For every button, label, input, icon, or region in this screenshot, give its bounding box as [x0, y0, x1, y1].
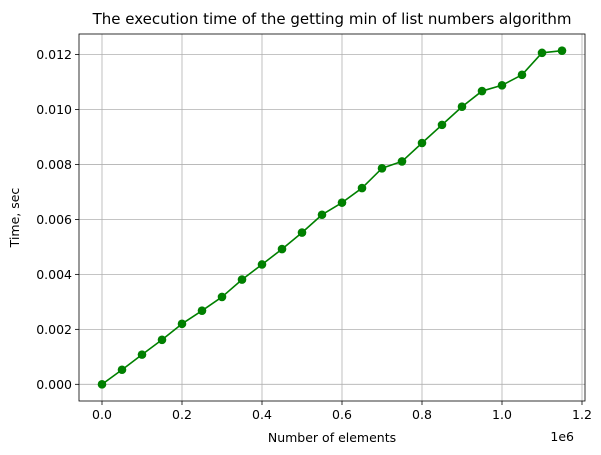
data-point — [377, 163, 387, 173]
data-point — [317, 210, 327, 220]
x-tick-label: 0.0 — [92, 407, 112, 422]
data-point — [397, 157, 407, 166]
data-point — [497, 80, 507, 90]
grid — [79, 34, 585, 401]
data-point — [437, 120, 447, 130]
data-point — [257, 260, 267, 269]
data-point — [337, 198, 347, 207]
data-point — [117, 365, 127, 375]
y-tick-label: 0.010 — [36, 102, 72, 117]
data-point — [277, 244, 287, 254]
chart-title: The execution time of the getting min of… — [92, 10, 572, 28]
data-point — [537, 48, 547, 58]
data-point — [557, 46, 567, 55]
x-tick-label: 0.6 — [332, 407, 352, 422]
y-axis-label: Time, sec — [7, 188, 22, 249]
x-tick-label: 0.8 — [412, 407, 432, 422]
data-point — [217, 292, 227, 302]
x-axis-label: Number of elements — [268, 430, 396, 445]
x-tick-label: 0.2 — [172, 407, 192, 422]
data-point — [357, 183, 367, 193]
y-tick-label: 0.008 — [36, 157, 72, 172]
data-point — [97, 380, 107, 389]
data-point — [137, 350, 147, 359]
data-point — [157, 335, 167, 345]
x-tick-label: 1.0 — [492, 407, 512, 422]
data-point — [477, 86, 487, 96]
x-tick-label: 1.2 — [572, 407, 592, 422]
y-tick-label: 0.004 — [36, 267, 72, 282]
data-point — [197, 306, 207, 315]
x-axis-offset-label: 1e6 — [550, 429, 574, 444]
series-layer — [97, 46, 567, 389]
data-point — [417, 138, 427, 148]
x-tick-label: 0.4 — [252, 407, 272, 422]
y-tick-label: 0.006 — [36, 212, 72, 227]
plot-frame — [78, 33, 586, 402]
axis-ticks: 0.0 0.2 0.4 0.6 0.8 1.0 1.2 0.000 0.002 0.004 0.00… — [36, 47, 592, 422]
y-tick-label: 0.000 — [36, 377, 72, 392]
data-point — [517, 70, 527, 80]
y-tick-label: 0.012 — [36, 47, 72, 62]
y-tick-label: 0.002 — [36, 322, 72, 337]
data-point — [297, 228, 307, 237]
data-point — [237, 275, 247, 284]
data-point — [177, 319, 187, 329]
data-point — [457, 102, 467, 112]
